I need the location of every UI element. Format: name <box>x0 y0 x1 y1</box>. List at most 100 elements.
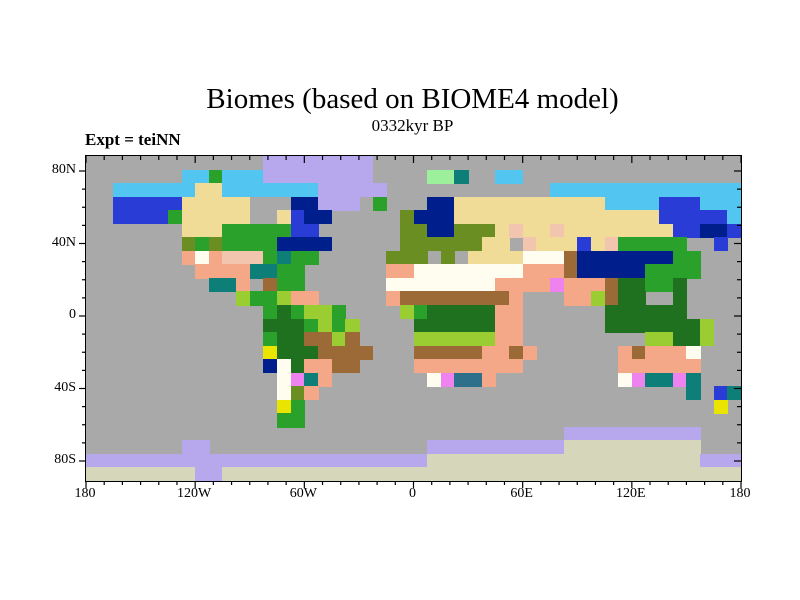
biome-cell <box>577 210 592 225</box>
biome-cell <box>549 183 565 198</box>
biome-cell <box>277 413 292 428</box>
biome-cell <box>536 210 551 225</box>
biome-cell <box>440 169 456 184</box>
biome-cell <box>140 196 155 211</box>
biome-cell <box>631 250 647 266</box>
biome-cell <box>495 359 510 374</box>
biome-cell <box>509 332 524 347</box>
biome-cell <box>386 291 401 306</box>
biome-cell <box>427 169 442 184</box>
axis-ticks <box>79 156 742 488</box>
biome-cell <box>672 250 688 266</box>
biome-cell <box>263 250 278 266</box>
biome-cell <box>440 318 456 333</box>
biome-cell <box>645 467 660 481</box>
biome-cell <box>249 250 265 266</box>
biome-cell <box>481 210 497 225</box>
biome-cell <box>317 345 333 360</box>
biome-cell <box>195 250 210 266</box>
biome-cell <box>140 183 155 198</box>
biome-cell <box>263 277 278 293</box>
biome-cell <box>481 291 497 306</box>
biome-cell <box>536 250 551 266</box>
biome-cell <box>427 196 442 211</box>
biome-cell <box>304 372 319 387</box>
biome-cell <box>317 372 333 387</box>
biome-cell <box>413 210 428 225</box>
biome-cell <box>659 332 674 347</box>
biome-cell <box>468 210 483 225</box>
biome-cell <box>495 250 510 266</box>
biome-cell <box>358 183 374 198</box>
biome-cell <box>522 196 537 211</box>
biome-cell <box>236 183 251 198</box>
biome-cell <box>631 196 647 211</box>
biome-cell <box>222 250 237 266</box>
biome-cell <box>509 223 524 238</box>
biome-cell <box>167 467 183 481</box>
biome-cell <box>522 210 537 225</box>
biome-cell <box>290 237 306 252</box>
biome-cell <box>440 250 456 266</box>
biome-cell <box>645 332 660 347</box>
biome-cell <box>713 196 729 211</box>
biome-cell <box>304 386 319 401</box>
biome-cell <box>181 183 196 198</box>
biome-cell <box>468 196 483 211</box>
biome-cell <box>454 304 469 320</box>
biome-cell <box>358 169 374 184</box>
biome-cell <box>345 318 360 333</box>
biome-cell <box>686 426 701 442</box>
biome-cell <box>700 318 715 333</box>
biome-cell <box>631 467 647 481</box>
biome-cell <box>195 467 210 481</box>
biome-cell <box>208 277 224 293</box>
biome-cell <box>509 345 524 360</box>
biome-cell <box>549 237 565 252</box>
biome-cell <box>181 237 196 252</box>
biome-cell <box>427 372 442 387</box>
biome-cell <box>277 318 292 333</box>
biome-cell <box>604 250 619 266</box>
biome-cell <box>549 210 565 225</box>
biome-cell <box>222 196 237 211</box>
biome-cell <box>263 318 278 333</box>
biome-cell <box>563 277 578 293</box>
biome-cell <box>167 196 183 211</box>
biome-cell <box>399 237 415 252</box>
biome-cell <box>481 332 497 347</box>
biome-cell <box>195 264 210 279</box>
biome-cell <box>440 196 456 211</box>
biome-cell <box>140 453 155 469</box>
biome-cell <box>495 467 510 481</box>
biome-cell <box>495 210 510 225</box>
biome-cell <box>386 453 401 469</box>
biome-cell <box>495 440 510 455</box>
biome-cell <box>304 223 319 238</box>
biome-cell <box>590 183 606 198</box>
biome-cell <box>454 332 469 347</box>
biome-cell <box>440 440 456 455</box>
biome-cell <box>277 372 292 387</box>
biome-cell <box>304 359 319 374</box>
biome-cell <box>713 467 729 481</box>
biome-cell <box>331 345 346 360</box>
biome-cell <box>317 183 333 198</box>
biome-cell <box>468 359 483 374</box>
biome-cell <box>481 440 497 455</box>
biome-cell <box>604 277 619 293</box>
biome-cell <box>645 210 660 225</box>
biome-cell <box>372 196 387 211</box>
biome-cell <box>672 223 688 238</box>
biome-cell <box>386 277 401 293</box>
biome-cell <box>195 237 210 252</box>
biome-cell <box>659 250 674 266</box>
biome-cell <box>509 291 524 306</box>
biome-cell <box>277 453 292 469</box>
biome-cell <box>536 237 551 252</box>
biome-cell <box>236 196 251 211</box>
biome-cell <box>331 183 346 198</box>
biome-cell <box>331 467 346 481</box>
biome-cell <box>345 467 360 481</box>
biome-cell <box>631 223 647 238</box>
